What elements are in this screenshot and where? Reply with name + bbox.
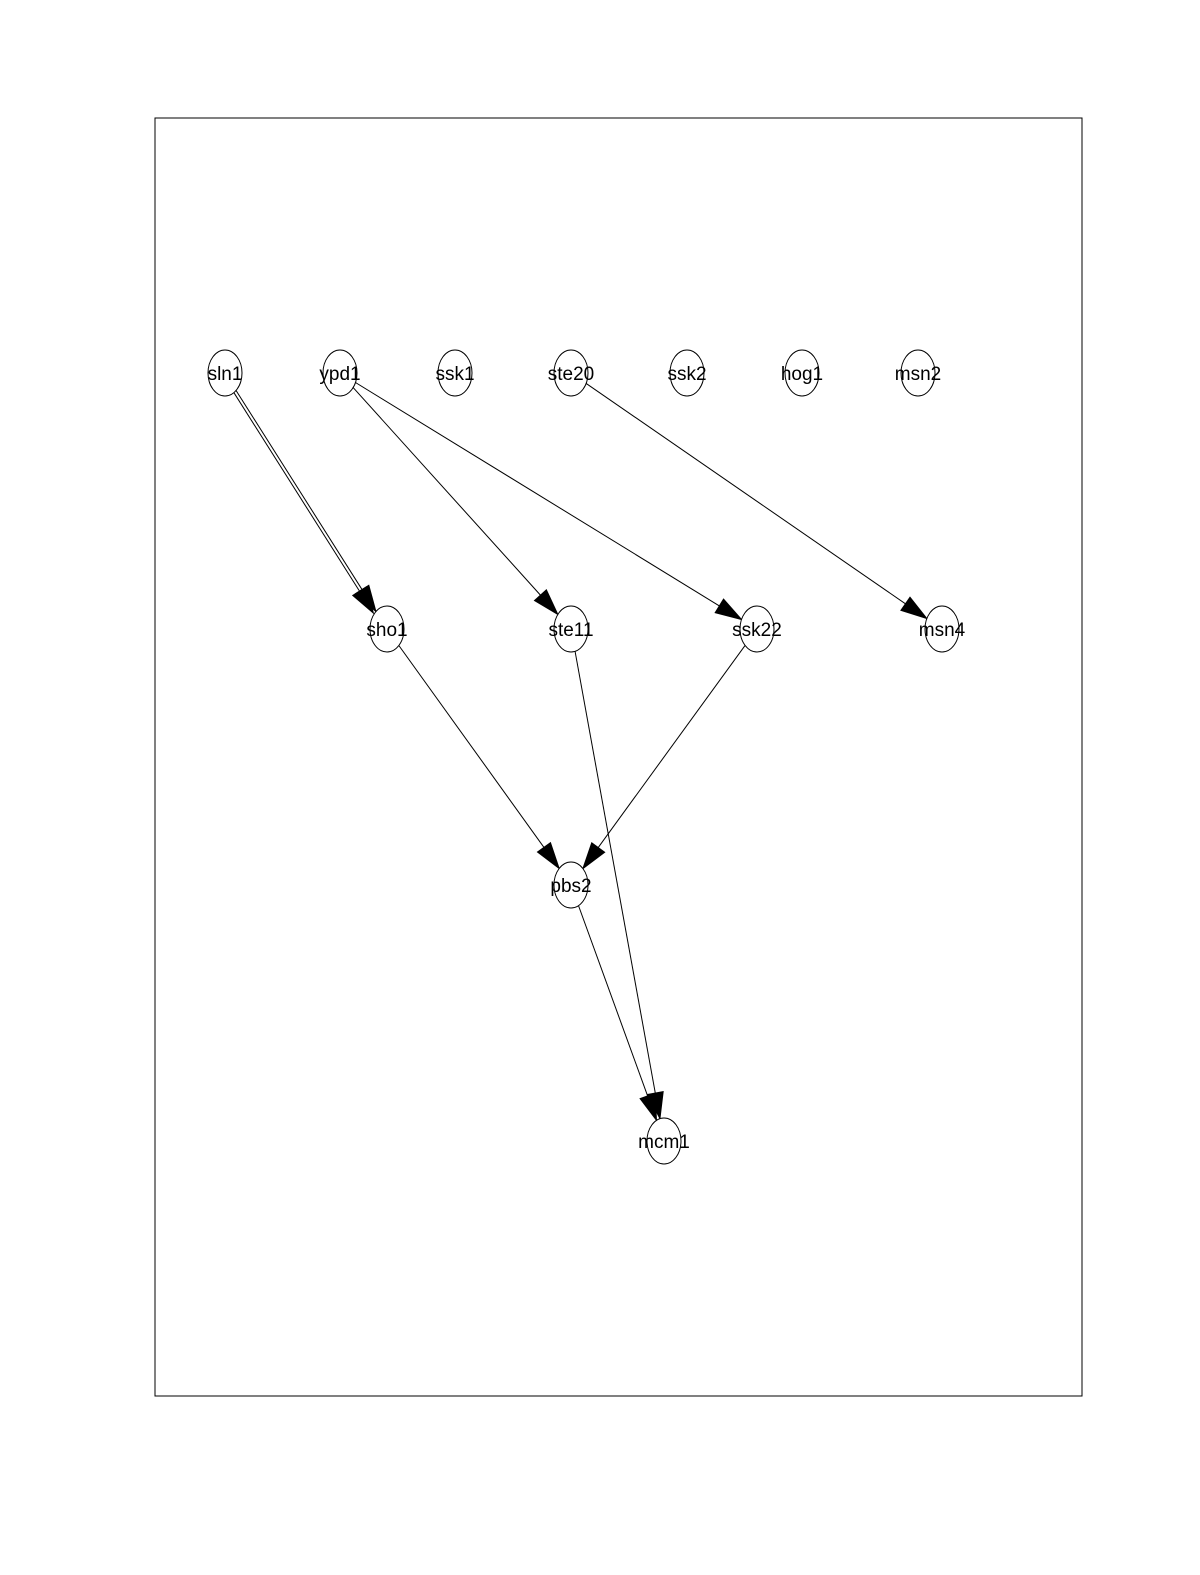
node-ellipse [784, 349, 820, 397]
node-msn4: msn4 [919, 605, 966, 653]
node-sln1: sln1 [207, 349, 243, 397]
edge-ste20-msn4 [585, 383, 929, 620]
edge-line [574, 651, 656, 1094]
node-ellipse [207, 349, 243, 397]
node-ellipse [646, 1117, 682, 1165]
arrowhead-icon [351, 586, 375, 615]
arrowhead-icon [581, 842, 606, 870]
node-label: ssk1 [435, 364, 474, 385]
edge-ypd1-ste11 [352, 387, 559, 616]
edge-ssk22-pbs2 [581, 645, 746, 870]
node-label: mcm1 [638, 1132, 690, 1153]
arrowhead-icon [900, 596, 929, 620]
edge-line [233, 391, 360, 592]
node-ellipse [437, 349, 473, 397]
node-ellipse [553, 605, 589, 653]
edge-line [578, 905, 649, 1097]
arrowhead-icon [533, 588, 559, 616]
node-ellipse [669, 349, 705, 397]
node-label: pbs2 [550, 876, 591, 897]
edge-pbs2-mcm1 [578, 905, 658, 1122]
node-ellipse [322, 349, 358, 397]
edge-ypd1-ssk22 [355, 382, 743, 621]
edge-sho1-pbs2 [398, 645, 561, 870]
node-label: ypd1 [319, 364, 360, 385]
edge-sln1-sho1-2 [233, 391, 375, 615]
node-label: ssk2 [667, 364, 706, 385]
node-mcm1: mcm1 [638, 1117, 690, 1165]
node-layer: sln1 ypd1 ssk1 ste20 ssk2 hog1 msn2 sho1 ste11 ss… [207, 349, 966, 1165]
node-pbs2: pbs2 [550, 861, 592, 909]
arrowhead-icon [639, 1092, 658, 1122]
edge-layer [233, 382, 929, 1122]
plot-frame [154, 117, 1083, 1397]
node-ste20: ste20 [548, 349, 594, 397]
node-msn2: msn2 [895, 349, 941, 397]
node-label: ste11 [548, 620, 593, 641]
node-ssk2: ssk2 [667, 349, 707, 397]
node-ellipse [553, 861, 589, 909]
node-ellipse [739, 605, 775, 653]
node-ellipse [553, 349, 589, 397]
node-label: ssk22 [732, 620, 782, 641]
edge-line [597, 645, 746, 848]
node-label: sln1 [208, 364, 243, 385]
node-sho1: sho1 [366, 605, 408, 653]
edge-sln1-sho1 [235, 390, 377, 613]
edge-line [355, 382, 720, 607]
node-ypd1: ypd1 [319, 349, 361, 397]
node-label: hog1 [781, 364, 823, 385]
node-ssk1: ssk1 [435, 349, 475, 397]
arrowhead-icon [714, 598, 743, 621]
node-hog1: hog1 [781, 349, 823, 397]
node-ssk22: ssk22 [732, 605, 782, 653]
node-label: msn2 [895, 364, 941, 385]
arrowhead-icon [536, 841, 561, 870]
node-label: msn4 [919, 620, 966, 641]
node-label: sho1 [366, 620, 407, 641]
node-ellipse [369, 605, 405, 653]
edge-line [235, 390, 363, 590]
edge-line [585, 383, 906, 605]
node-ste11: ste11 [548, 605, 594, 653]
node-ellipse [924, 605, 960, 653]
node-ellipse [900, 349, 936, 397]
edge-line [352, 387, 541, 596]
edge-line [398, 645, 545, 848]
node-label: ste20 [548, 364, 594, 385]
